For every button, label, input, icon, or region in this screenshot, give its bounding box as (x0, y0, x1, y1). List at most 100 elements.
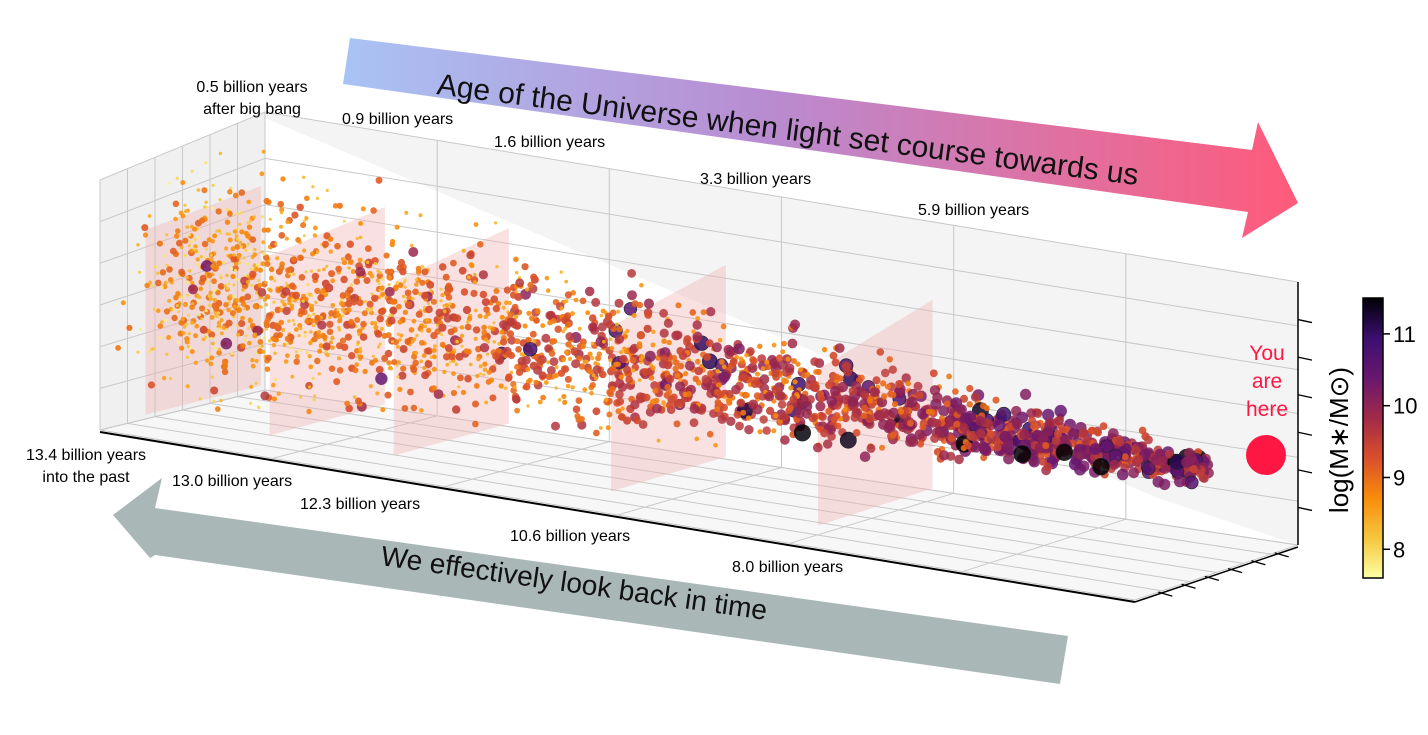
galaxy-point (630, 400, 640, 410)
you-are-here-line2: are (1252, 370, 1282, 393)
galaxy-point (448, 360, 452, 364)
galaxy-point (227, 300, 231, 304)
galaxy-point (1054, 430, 1062, 438)
galaxy-point (224, 328, 229, 332)
galaxy-point (399, 345, 408, 353)
galaxy-point (188, 269, 192, 273)
galaxy-point (615, 361, 621, 367)
galaxy-point (1109, 459, 1120, 470)
galaxy-point (297, 333, 301, 338)
galaxy-point (375, 278, 380, 283)
galaxy-point (138, 327, 142, 331)
galaxy-point (713, 443, 718, 448)
galaxy-point (250, 363, 256, 369)
depth-tick (1158, 591, 1173, 597)
galaxy-point (249, 267, 253, 271)
galaxy-point (182, 325, 187, 329)
galaxy-point (312, 398, 316, 402)
galaxy-point (574, 413, 581, 420)
galaxy-point (575, 397, 583, 404)
galaxy-point (339, 301, 344, 306)
galaxy-point (335, 265, 342, 273)
galaxy-point (650, 365, 656, 371)
galaxy-point (483, 337, 489, 342)
galaxy-point (536, 357, 545, 366)
galaxy-point (213, 346, 217, 350)
galaxy-point (411, 318, 417, 324)
galaxy-point (136, 243, 140, 247)
colorbar-ticks: 8 9 10 11 (1383, 322, 1417, 562)
galaxy-point (411, 353, 418, 360)
galaxy-point (243, 230, 249, 236)
galaxy-point (354, 317, 361, 323)
galaxy-point (310, 293, 314, 298)
depth-tick (1227, 567, 1243, 574)
galaxy-point (606, 411, 613, 418)
galaxy-point (267, 339, 271, 343)
age-label-1: 0.9 billion years (342, 111, 453, 128)
galaxy-point (881, 368, 890, 378)
galaxy-point (273, 332, 280, 339)
galaxy-point (209, 315, 215, 320)
galaxy-point (475, 373, 480, 379)
galaxy-point (282, 306, 291, 316)
galaxy-point (280, 299, 285, 304)
galaxy-point (196, 262, 200, 266)
galaxy-point (349, 283, 354, 287)
galaxy-point (253, 247, 257, 252)
galaxy-point (311, 185, 315, 189)
galaxy-point (492, 321, 496, 325)
galaxy-point (204, 247, 208, 251)
galaxy-point (299, 348, 303, 352)
galaxy-point (361, 310, 368, 317)
galaxy-point (380, 407, 386, 413)
galaxy-point (178, 268, 186, 276)
galaxy-point (514, 314, 519, 319)
galaxy-point (605, 425, 611, 431)
galaxy-point (375, 391, 380, 396)
galaxy-point (473, 308, 478, 313)
galaxy-point (442, 369, 447, 375)
galaxy-point (848, 386, 858, 396)
galaxy-point (547, 319, 553, 326)
galaxy-point (152, 307, 156, 311)
galaxy-point (619, 354, 628, 364)
galaxy-point (507, 311, 514, 318)
galaxy-point (305, 351, 309, 355)
galaxy-point (400, 365, 407, 372)
galaxy-point (332, 203, 339, 209)
galaxy-point (294, 350, 299, 354)
galaxy-point (384, 286, 395, 297)
galaxy-point (402, 294, 406, 299)
galaxy-point (821, 346, 828, 353)
galaxy-point (322, 342, 331, 351)
age-label-2: 1.6 billion years (494, 134, 605, 151)
galaxy-point (225, 319, 233, 327)
galaxy-point (212, 399, 216, 403)
galaxy-point (373, 325, 379, 330)
galaxy-point (504, 374, 513, 382)
galaxy-point (551, 421, 560, 431)
grid-back-horizontal (264, 111, 1299, 283)
galaxy-point (201, 240, 209, 248)
lookback-label-4: 8.0 billion years (732, 559, 843, 576)
galaxy-point (403, 285, 407, 289)
galaxy-point (397, 386, 403, 392)
lookback-banner-shape (113, 478, 1068, 684)
galaxy-point (249, 236, 257, 243)
galaxy-point (316, 333, 322, 340)
galaxy-point (781, 377, 787, 383)
galaxy-point (599, 370, 607, 379)
galaxy-point (204, 161, 208, 165)
galaxy-point (554, 386, 558, 390)
galaxy-point (810, 357, 820, 366)
galaxy-point (925, 408, 932, 415)
galaxy-point (397, 258, 406, 267)
galaxy-point (519, 352, 524, 357)
galaxy-point (223, 284, 227, 288)
galaxy-point (340, 275, 348, 284)
galaxy-point (380, 277, 384, 281)
galaxy-point (888, 365, 897, 374)
grid-floor-length (264, 389, 1299, 546)
galaxy-point (582, 359, 587, 364)
